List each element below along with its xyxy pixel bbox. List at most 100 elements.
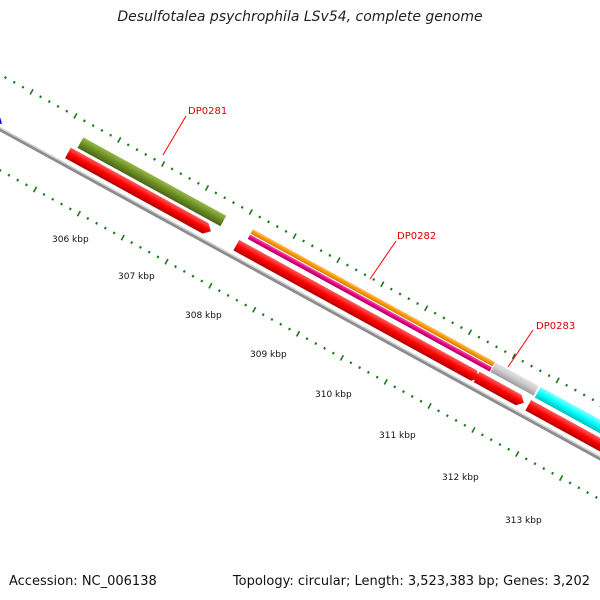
outer-minor-tick <box>214 191 218 195</box>
inner-minor-tick <box>349 361 353 365</box>
inner-minor-tick <box>103 226 107 230</box>
genome-info-label: Topology: circular; Length: 3,523,383 bp… <box>232 574 590 589</box>
outer-minor-tick <box>582 393 586 397</box>
olive-category-bar[interactable] <box>77 137 227 227</box>
outer-major-tick <box>380 281 385 288</box>
tick-label-306kbp: 306 kbp <box>52 235 89 245</box>
dp0282-callout-line <box>369 240 397 280</box>
inner-minor-tick <box>507 447 511 451</box>
inner-minor-tick <box>51 197 55 201</box>
inner-minor-tick <box>445 414 449 418</box>
outer-minor-tick <box>231 201 235 205</box>
accession-label: Accession: NC_006138 <box>9 574 157 589</box>
outer-major-tick <box>511 353 516 360</box>
inner-minor-tick <box>112 231 116 235</box>
inner-minor-tick <box>419 399 423 403</box>
outer-major-tick <box>424 305 429 312</box>
outer-minor-tick <box>223 196 227 200</box>
inner-minor-tick <box>0 168 2 172</box>
inner-minor-tick <box>288 327 291 331</box>
outer-major-tick <box>248 209 253 216</box>
gene-label-dp0283[interactable]: DP0283 <box>536 321 575 332</box>
inner-minor-tick <box>586 491 590 495</box>
inner-minor-tick <box>68 207 72 211</box>
inner-major-tick <box>208 282 213 289</box>
outer-minor-tick <box>328 253 332 257</box>
tick-label-308kbp: 308 kbp <box>185 311 222 321</box>
inner-minor-tick <box>542 467 546 471</box>
tick-label-311kbp: 311 kbp <box>379 431 416 441</box>
inner-minor-tick <box>270 317 274 322</box>
outer-minor-tick <box>275 225 279 229</box>
outer-minor-tick <box>565 383 569 387</box>
outer-major-tick <box>73 112 78 119</box>
inner-minor-tick <box>437 409 441 413</box>
inner-major-tick <box>32 186 38 193</box>
inner-minor-tick <box>323 346 327 350</box>
outer-minor-tick <box>170 167 174 171</box>
outer-minor-tick <box>82 119 86 123</box>
outer-minor-tick <box>12 80 16 84</box>
outer-minor-tick <box>188 176 192 181</box>
inner-minor-tick <box>156 255 160 259</box>
outer-minor-tick <box>486 340 490 344</box>
outer-minor-tick <box>56 104 60 108</box>
outer-minor-tick <box>433 311 437 315</box>
inner-minor-tick <box>16 178 20 182</box>
cyan-category-bar[interactable] <box>534 386 600 475</box>
outer-minor-tick <box>538 369 542 373</box>
outer-minor-tick <box>240 205 244 209</box>
inner-minor-tick <box>42 192 46 196</box>
inner-minor-tick <box>24 183 28 187</box>
orange-category-bar[interactable] <box>250 229 496 367</box>
cds-arrow-4[interactable] <box>525 400 600 455</box>
cds-arrow-dp0281[interactable] <box>65 147 214 237</box>
inner-minor-tick <box>594 495 598 499</box>
magenta-category-bar[interactable] <box>247 234 493 372</box>
outer-minor-tick <box>47 100 51 104</box>
gene-label-dp0282[interactable]: DP0282 <box>397 231 436 242</box>
blue-feature[interactable] <box>0 100 4 127</box>
inner-major-tick <box>164 258 169 265</box>
outer-minor-tick <box>442 316 446 320</box>
cds-arrow-dp0283[interactable] <box>473 371 527 408</box>
outer-minor-tick <box>310 244 314 248</box>
inner-tick-track <box>0 168 598 499</box>
inner-minor-tick <box>217 289 221 293</box>
tick-label-307kbp: 307 kbp <box>118 272 155 282</box>
outer-major-tick <box>160 160 166 168</box>
inner-minor-tick <box>174 265 177 269</box>
inner-minor-tick <box>375 375 379 379</box>
outer-minor-tick <box>126 143 130 147</box>
inner-minor-tick <box>454 418 458 422</box>
outer-major-tick <box>336 257 341 264</box>
outer-major-tick <box>467 329 473 336</box>
outer-minor-tick <box>144 152 148 156</box>
inner-minor-tick <box>191 274 195 278</box>
outer-minor-tick <box>153 157 156 161</box>
inner-minor-tick <box>182 269 186 273</box>
gene-label-dp0281[interactable]: DP0281 <box>188 106 227 117</box>
outer-major-tick <box>204 185 210 192</box>
inner-minor-tick <box>244 303 248 307</box>
inner-minor-tick <box>130 241 134 245</box>
inner-minor-tick <box>480 433 484 437</box>
inner-minor-tick <box>147 250 151 254</box>
outer-minor-tick <box>495 345 498 349</box>
outer-minor-tick <box>345 263 349 267</box>
grey-category-bar[interactable] <box>490 362 539 396</box>
outer-minor-tick <box>363 273 367 277</box>
outer-minor-tick <box>135 148 139 152</box>
outer-minor-tick <box>451 321 455 325</box>
outer-minor-tick <box>65 109 69 113</box>
inner-minor-tick <box>200 279 204 283</box>
cds-arrow-dp0282[interactable] <box>233 239 482 384</box>
outer-minor-tick <box>398 292 402 296</box>
genome-backbone <box>0 117 600 468</box>
outer-minor-tick <box>21 85 25 89</box>
inner-major-tick <box>515 450 520 458</box>
inner-minor-tick <box>86 216 90 221</box>
outer-minor-tick <box>372 277 376 282</box>
outer-major-tick <box>117 136 122 143</box>
